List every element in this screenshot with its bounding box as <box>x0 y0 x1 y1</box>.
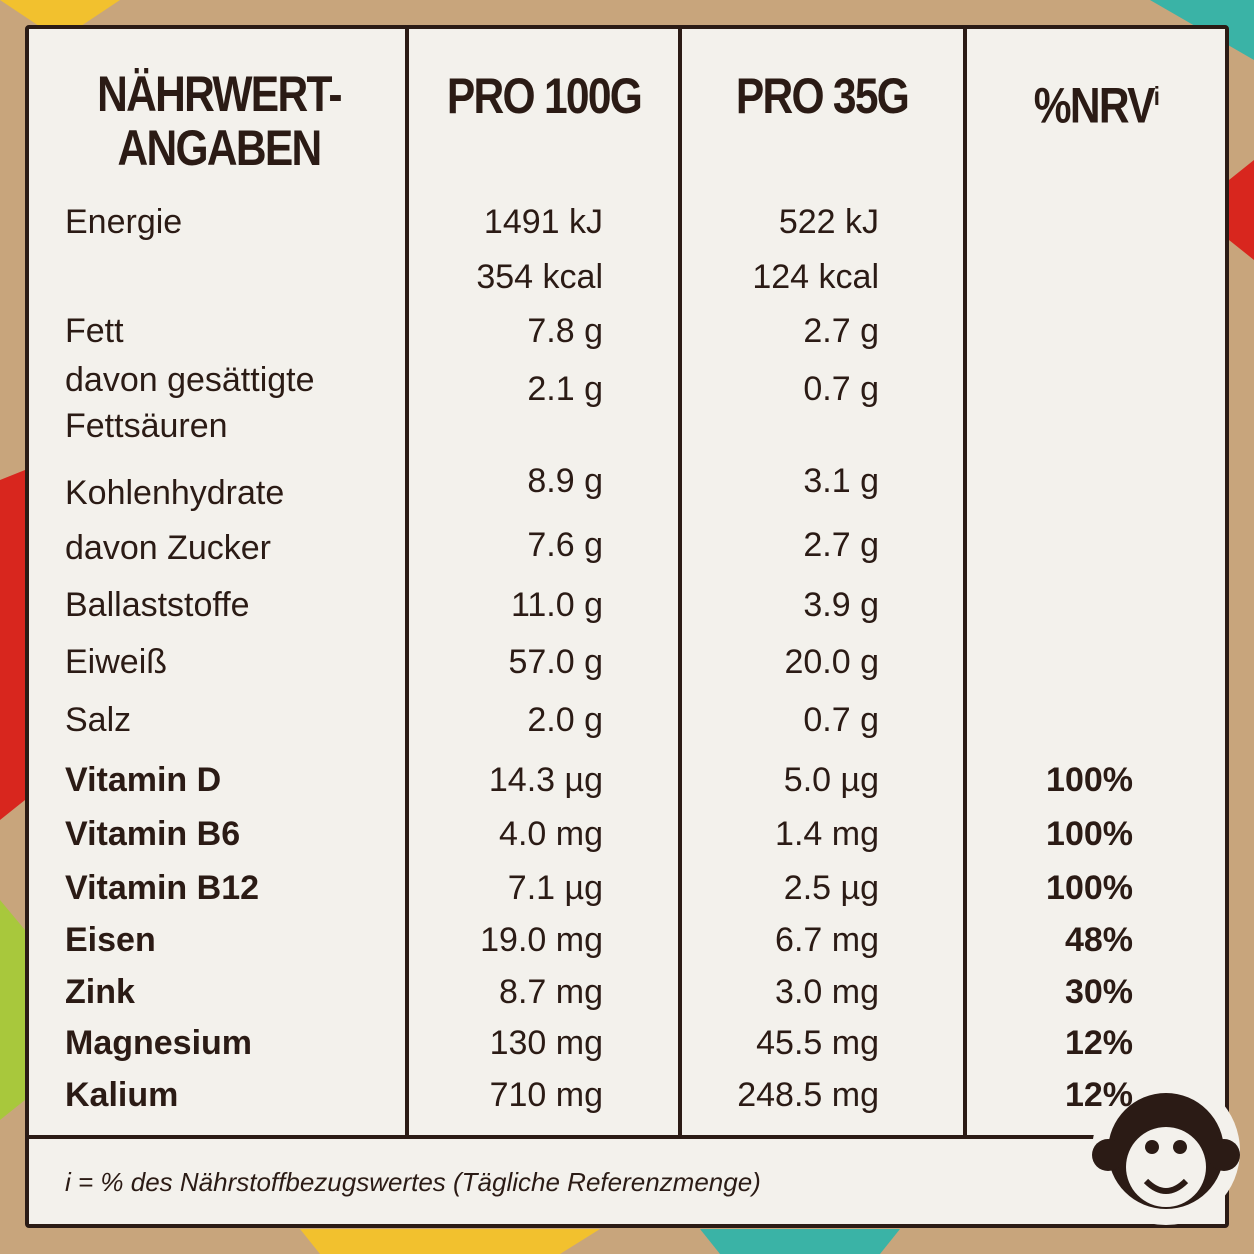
value-cell: 710 mg <box>489 1076 603 1114</box>
value-cell: 14.3 µg <box>488 761 603 799</box>
row-label: Eisen <box>65 921 156 959</box>
nutrition-table: NÄHRWERT- ANGABEN PRO 100G PRO 35G %NRVi… <box>25 25 1240 1228</box>
row-label: Vitamin B12 <box>65 869 260 907</box>
row-label: Salz <box>65 701 132 739</box>
row-label: Kalium <box>65 1076 179 1114</box>
row-label: Energie <box>65 203 183 241</box>
footer-divider <box>29 1135 1225 1139</box>
value-cell: 522 kJ <box>778 203 879 241</box>
value-cell: 2.5 µg <box>783 869 879 907</box>
row-label: Magnesium <box>65 1024 253 1062</box>
row-label: Vitamin B6 <box>65 815 241 853</box>
value-cell: 6.7 mg <box>775 921 879 959</box>
value-cell: 100% <box>1046 869 1133 907</box>
value-cell: 57.0 g <box>508 643 603 681</box>
value-cell: 7.8 g <box>527 312 603 350</box>
value-cell: 2.7 g <box>803 312 879 350</box>
value-cell: 3.9 g <box>803 586 879 624</box>
footnote: i = % des Nährstoffbezugswertes (Täglich… <box>65 1167 761 1197</box>
column-divider <box>678 29 682 1137</box>
header-line: NÄHRWERT- <box>97 66 342 122</box>
header-cell: %NRVi <box>986 69 1205 133</box>
value-cell: 354 kcal <box>476 258 603 296</box>
header-text: %NRV <box>1033 77 1156 134</box>
header-cell: PRO 35G <box>735 68 910 124</box>
value-cell: 3.0 mg <box>775 973 879 1011</box>
row-label: Kohlenhydrate <box>65 474 285 512</box>
value-cell: 7.1 µg <box>507 869 603 907</box>
value-cell: 8.7 mg <box>499 973 603 1011</box>
value-cell: 12% <box>1064 1076 1133 1114</box>
monkey-logo <box>1092 1077 1240 1225</box>
row-label: davon Zucker <box>65 529 271 567</box>
row-label: Eiweiß <box>65 643 168 681</box>
header-line: ANGABEN <box>117 120 323 176</box>
header-superscript: i <box>1153 81 1160 111</box>
value-cell: 100% <box>1046 761 1133 799</box>
value-cell: 5.0 µg <box>783 761 879 799</box>
row-label: Vitamin D <box>65 761 222 799</box>
column-divider <box>963 29 967 1137</box>
column-divider <box>405 29 409 1137</box>
value-cell: 1.4 mg <box>775 815 879 853</box>
value-cell: 4.0 mg <box>499 815 603 853</box>
value-cell: 100% <box>1046 815 1133 853</box>
value-cell: 130 mg <box>489 1024 603 1062</box>
value-cell: 2.1 g <box>527 370 603 408</box>
row-label: davon gesättigte Fettsäuren <box>65 361 315 445</box>
value-cell: 3.1 g <box>803 462 879 500</box>
value-cell: 0.7 g <box>803 370 879 408</box>
row-label: Ballaststoffe <box>65 586 250 624</box>
value-cell: 7.6 g <box>527 526 603 564</box>
value-cell: 2.7 g <box>803 526 879 564</box>
value-cell: 248.5 mg <box>737 1076 879 1114</box>
value-cell: 8.9 g <box>527 462 603 500</box>
value-cell: 19.0 mg <box>480 921 603 959</box>
value-cell: 0.7 g <box>803 701 879 739</box>
value-cell: 2.0 g <box>527 701 603 739</box>
value-cell: 1491 kJ <box>483 203 603 241</box>
header-cell: PRO 100G <box>446 68 643 124</box>
value-cell: 45.5 mg <box>756 1024 879 1062</box>
row-label: Zink <box>65 973 135 1011</box>
value-cell: 20.0 g <box>784 643 879 681</box>
value-cell: 11.0 g <box>510 586 603 624</box>
header-cell: NÄHRWERT- ANGABEN <box>75 67 364 175</box>
value-cell: 48% <box>1064 921 1133 959</box>
row-label: Fett <box>65 312 124 350</box>
value-cell: 30% <box>1064 973 1133 1011</box>
value-cell: 124 kcal <box>752 258 879 296</box>
value-cell: 12% <box>1064 1024 1133 1062</box>
